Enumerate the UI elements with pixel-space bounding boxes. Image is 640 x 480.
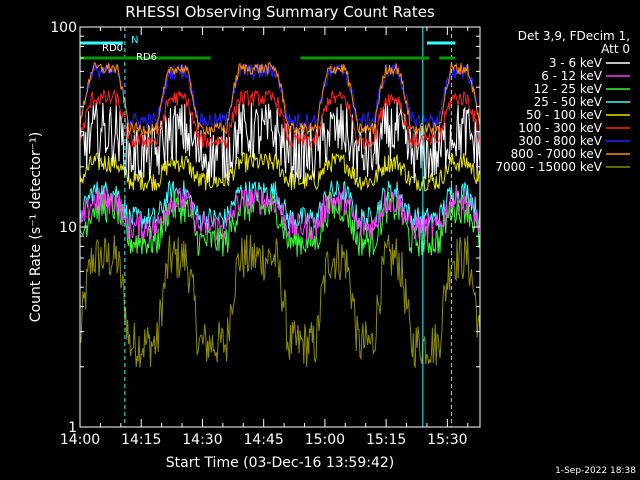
series-line <box>79 234 481 369</box>
y-axis-label: Count Rate (s⁻¹ detector⁻¹) <box>28 132 44 322</box>
axes: 14:00 14:15 14:30 14:45 15:00 15:15 15:30 1 10 10… <box>50 20 480 448</box>
x-axis-label: Start Time (03-Dec-16 13:59:42) <box>166 455 394 471</box>
legend-entry-label: 100 - 300 keV <box>518 121 602 135</box>
x-tick-label: 15:30 <box>427 432 467 448</box>
series-line <box>79 62 481 130</box>
series-line <box>79 186 481 242</box>
x-tick-label: 14:45 <box>243 432 283 448</box>
rd0-label: RD0 <box>102 43 123 54</box>
y-tick-label: 100 <box>50 20 77 36</box>
x-tick-label: 15:15 <box>366 432 406 448</box>
legend-entry-label: 3 - 6 keV <box>549 56 603 70</box>
legend-header: Det 3,9, FDecim 1, <box>518 29 630 43</box>
timestamp: 1-Sep-2022 18:38 <box>555 466 636 476</box>
data-traces <box>79 61 481 369</box>
legend-header: Att 0 <box>601 42 630 56</box>
x-tick-label: 14:30 <box>182 432 222 448</box>
y-tick-label: 10 <box>59 220 77 236</box>
legend-entry-label: 50 - 100 keV <box>526 108 603 122</box>
legend-entry-label: 300 - 800 keV <box>518 134 602 148</box>
x-tick-label: 14:15 <box>121 432 161 448</box>
chart-title: RHESSI Observing Summary Count Rates <box>125 3 435 21</box>
legend-entry-label: 7000 - 15000 keV <box>495 160 602 174</box>
series-line <box>79 61 481 136</box>
x-tick-label: 15:00 <box>305 432 345 448</box>
y-tick-label: 1 <box>68 420 77 436</box>
legend-entry-label: 25 - 50 keV <box>534 95 603 109</box>
legend-entry-label: 6 - 12 keV <box>541 69 603 83</box>
series-line <box>79 152 481 192</box>
legend-entry-label: 800 - 7000 keV <box>511 147 603 161</box>
x-tick-label: 14:00 <box>60 432 100 448</box>
series-line <box>79 88 481 150</box>
series-line <box>79 101 481 185</box>
annotations: RD0 RD6 N <box>79 27 456 427</box>
legend-entry-label: 12 - 25 keV <box>534 82 603 96</box>
rd6-label: RD6 <box>136 52 157 63</box>
n-label: N <box>131 35 138 46</box>
